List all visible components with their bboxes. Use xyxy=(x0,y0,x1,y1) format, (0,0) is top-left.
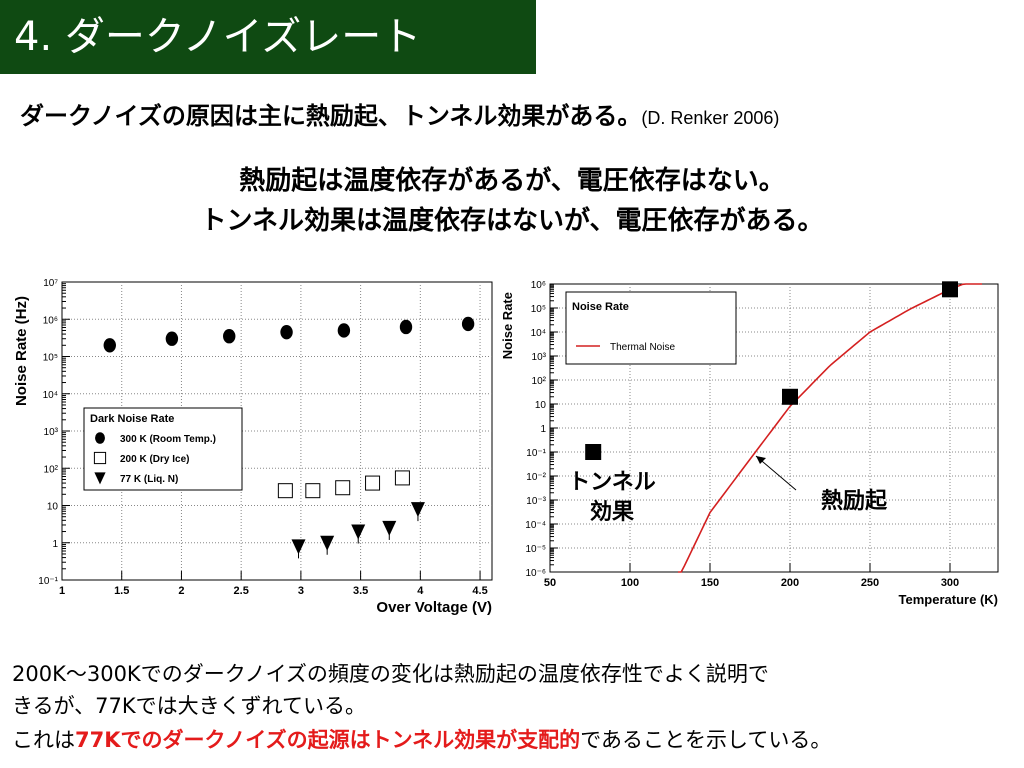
x-tick-label: 250 xyxy=(861,577,879,589)
legend-entry: Thermal Noise xyxy=(610,342,675,353)
x-axis-label: Over Voltage (V) xyxy=(376,599,492,616)
summary-line-2: トンネル効果は温度依存はないが、電圧依存がある。 xyxy=(200,206,824,236)
slide-title: 4. ダークノイズレート xyxy=(0,0,536,74)
x-tick-label: 3.5 xyxy=(353,585,368,597)
x-tick-label: 2 xyxy=(178,585,184,597)
legend-title: Dark Noise Rate xyxy=(90,413,174,425)
data-point xyxy=(280,324,293,340)
lead-text: ダークノイズの原因は主に熱励起、トンネル効果がある。(D. Renker 200… xyxy=(20,96,779,131)
bottom-line-3: これは77Kでのダークノイズの起源はトンネル効果が支配的であることを示している。 xyxy=(12,724,831,754)
data-point xyxy=(165,331,179,346)
y-tick-label: 10⁻⁵ xyxy=(525,544,546,555)
y-tick-label: 10⁵ xyxy=(43,353,58,364)
data-point xyxy=(95,432,105,444)
legend-box xyxy=(565,291,737,365)
bottom-line-2: きるが、77Kでは大きくずれている。 xyxy=(12,694,367,718)
y-tick-label: 10⁴ xyxy=(43,390,58,401)
x-tick-label: 1 xyxy=(59,585,65,597)
x-tick-label: 1.5 xyxy=(114,585,129,597)
data-point xyxy=(93,451,107,465)
data-point xyxy=(410,502,425,518)
y-tick-label: 10⁴ xyxy=(531,328,546,339)
data-point xyxy=(782,388,798,405)
y-tick-label: 1 xyxy=(540,424,546,435)
x-tick-label: 300 xyxy=(941,577,959,589)
thermal-noise-curve xyxy=(678,283,982,573)
legend-entry: 77 K (Liq. N) xyxy=(120,474,178,485)
y-tick-label: 10³ xyxy=(44,427,59,438)
y-tick-label: 10 xyxy=(47,502,59,513)
annotation-tunnel: トンネル効果 xyxy=(568,470,656,525)
lead-statement: ダークノイズの原因は主に熱励起、トンネル効果がある。 xyxy=(20,102,642,130)
y-tick-label: 10⁶ xyxy=(531,280,546,291)
y-tick-label: 10⁵ xyxy=(531,304,546,315)
data-point xyxy=(94,472,106,485)
y-tick-label: 10⁻¹ xyxy=(38,576,58,587)
temperature-noise-chart: 10⁻⁶ 10⁻⁵ 10⁻⁴ 10⁻³ 10⁻² 10⁻¹ 1 10 10² 10³ 10⁴ 10⁵ 1… xyxy=(500,280,999,607)
x-tick-label: 100 xyxy=(621,577,639,589)
y-tick-label: 1 xyxy=(52,539,58,550)
x-tick-label: 2.5 xyxy=(234,585,249,597)
y-tick-label: 10³ xyxy=(532,352,547,363)
y-tick-label: 10⁷ xyxy=(43,278,58,289)
y-tick-label: 10⁻² xyxy=(526,472,546,483)
bottom-line-3-pre: これは xyxy=(12,728,75,752)
data-point xyxy=(585,444,602,460)
data-point xyxy=(223,329,236,344)
x-tick-label: 150 xyxy=(701,577,719,589)
y-tick-label: 10⁻⁶ xyxy=(525,568,546,579)
x-tick-label: 3 xyxy=(298,585,304,597)
arrow-head xyxy=(756,456,766,464)
legend-box xyxy=(83,407,243,491)
y-tick-label: 10² xyxy=(44,464,59,475)
x-tick-label: 4 xyxy=(417,585,424,597)
data-point xyxy=(461,316,475,332)
y-axis-label: Noise Rate xyxy=(500,292,515,359)
data-point xyxy=(382,520,397,536)
data-point xyxy=(103,338,116,353)
data-point xyxy=(351,524,366,540)
data-point xyxy=(277,483,293,499)
summary-line-1: 熱励起は温度依存があるが、電圧依存はない。 xyxy=(239,166,785,196)
data-point xyxy=(337,323,351,338)
annotation-thermal: 熱励起 xyxy=(820,489,887,514)
data-point xyxy=(394,470,410,486)
data-point xyxy=(365,475,381,491)
y-tick-label: 10² xyxy=(532,376,547,387)
data-point xyxy=(291,539,306,555)
y-tick-label: 10⁻¹ xyxy=(526,448,546,459)
y-tick-label: 10⁶ xyxy=(43,315,58,326)
legend-title: Noise Rate xyxy=(572,301,629,313)
x-tick-label: 50 xyxy=(544,577,556,589)
lead-citation: (D. Renker 2006) xyxy=(641,108,780,128)
data-point xyxy=(942,281,958,298)
y-tick-label: 10 xyxy=(535,400,547,411)
data-point xyxy=(335,480,351,496)
y-tick-label: 10⁻⁴ xyxy=(525,520,546,531)
annotation-arrow xyxy=(755,455,797,491)
bottom-line-3-post: であることを示している。 xyxy=(580,728,832,752)
legend-entry: 200 K (Dry Ice) xyxy=(120,454,189,465)
x-axis-label: Temperature (K) xyxy=(899,592,998,607)
y-axis-label: Noise Rate (Hz) xyxy=(13,296,30,406)
legend-entry: 300 K (Room Temp.) xyxy=(120,434,216,445)
bottom-highlight: 77Kでのダークノイズの起源はトンネル効果が支配的 xyxy=(75,728,581,752)
y-tick-label: 10⁻³ xyxy=(526,496,546,507)
x-tick-label: 200 xyxy=(781,577,799,589)
bottom-line-1: 200K～300Kでのダークノイズの頻度の変化は熱励起の温度依存性でよく説明で xyxy=(12,662,769,686)
data-point xyxy=(305,483,321,499)
data-point xyxy=(320,535,335,551)
x-tick-label: 4.5 xyxy=(472,585,487,597)
data-point xyxy=(399,319,413,335)
